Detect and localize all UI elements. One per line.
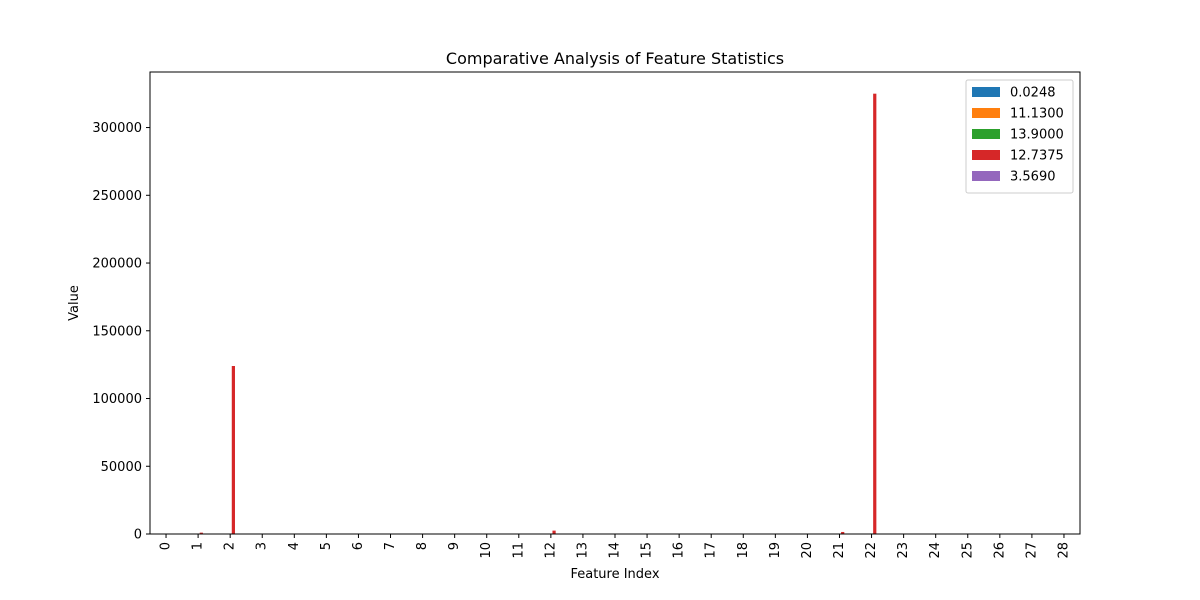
y-axis-label: Value <box>67 285 82 321</box>
chart-title: Comparative Analysis of Feature Statisti… <box>446 49 784 68</box>
x-tick-label: 22 <box>864 542 879 559</box>
legend-swatch-0 <box>972 87 1000 97</box>
x-tick-label: 20 <box>800 542 815 559</box>
x-tick-label: 14 <box>608 542 623 559</box>
x-tick-label: 25 <box>960 542 975 559</box>
bar-3-22 <box>873 93 877 534</box>
x-tick-label: 7 <box>383 542 398 550</box>
y-tick-label: 300000 <box>92 121 142 136</box>
x-axis: 0 1 2 3 4 5 6 7 8 9 10 11 12 13 14 15 16 17 18 19 20 21 22 23 24… <box>159 534 1071 559</box>
y-tick-label: 200000 <box>92 257 142 272</box>
legend-label-0: 0.0248 <box>1010 86 1056 101</box>
y-tick-label: 0 <box>134 528 142 543</box>
x-tick-label: 2 <box>223 542 238 550</box>
x-tick-label: 12 <box>543 542 558 559</box>
legend-swatch-3 <box>972 150 1000 160</box>
legend-label-4: 3.5690 <box>1010 170 1056 185</box>
y-axis: 0 50000 100000 150000 200000 250000 300000 <box>92 121 150 543</box>
x-tick-label: 3 <box>255 542 270 550</box>
legend: 0.0248 11.1300 13.9000 12.7375 3.5690 <box>965 79 1074 194</box>
x-tick-label: 1 <box>191 542 206 550</box>
x-tick-label: 21 <box>832 542 847 559</box>
x-tick-label: 17 <box>704 542 719 559</box>
x-tick-label: 28 <box>1056 542 1071 559</box>
legend-label-2: 13.9000 <box>1010 128 1064 143</box>
x-tick-label: 4 <box>287 542 302 550</box>
x-tick-label: 0 <box>159 542 174 550</box>
bar-3-21 <box>841 531 845 534</box>
x-tick-label: 27 <box>1024 542 1039 559</box>
x-tick-label: 24 <box>928 542 943 559</box>
x-tick-label: 13 <box>575 542 590 559</box>
legend-label-3: 12.7375 <box>1010 149 1064 164</box>
y-tick-label: 50000 <box>101 460 142 475</box>
bar-3-2 <box>231 366 235 534</box>
legend-swatch-2 <box>972 129 1000 139</box>
y-tick-label: 150000 <box>92 324 142 339</box>
x-tick-label: 9 <box>447 542 462 550</box>
x-tick-label: 5 <box>319 542 334 550</box>
y-tick-label: 100000 <box>92 392 142 407</box>
y-tick-label: 250000 <box>92 189 142 204</box>
x-tick-label: 19 <box>768 542 783 559</box>
x-tick-label: 8 <box>415 542 430 550</box>
x-tick-label: 6 <box>351 542 366 550</box>
x-tick-label: 11 <box>511 542 526 559</box>
legend-label-1: 11.1300 <box>1010 107 1064 122</box>
legend-swatch-1 <box>972 108 1000 118</box>
x-tick-label: 23 <box>896 542 911 559</box>
x-tick-label: 18 <box>736 542 751 559</box>
bar-3-1 <box>199 532 203 534</box>
legend-swatch-4 <box>972 171 1000 181</box>
x-tick-label: 15 <box>640 542 655 559</box>
x-tick-label: 26 <box>992 542 1007 559</box>
bar-3-12 <box>552 530 556 534</box>
x-tick-label: 10 <box>479 542 494 559</box>
x-axis-label: Feature Index <box>570 567 659 582</box>
x-tick-label: 16 <box>672 542 687 559</box>
